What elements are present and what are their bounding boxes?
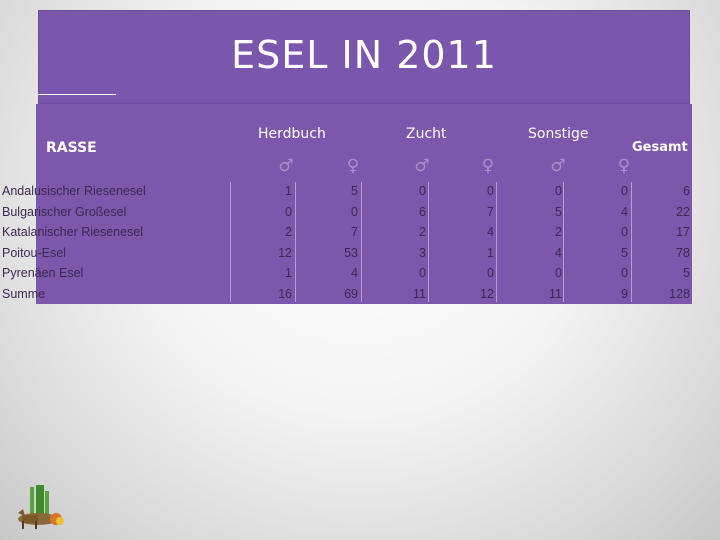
cell-herdbuch-female: 69 <box>344 287 358 301</box>
header-herdbuch: Herdbuch <box>258 126 326 142</box>
cell-zucht-female: 0 <box>487 184 494 198</box>
cell-zucht-female: 1 <box>487 246 494 260</box>
cell-zucht-female: 12 <box>480 287 494 301</box>
column-divider <box>496 182 497 302</box>
cell-sonstige-male: 11 <box>549 287 562 301</box>
header-rasse: RASSE <box>46 140 97 156</box>
donkey-logo-icon <box>10 485 68 531</box>
cell-zucht-male: 2 <box>419 225 426 239</box>
cell-zucht-female: 4 <box>487 225 494 239</box>
table-background: RASSE Herdbuch Zucht Sonstige Gesamt ♂ ♀… <box>36 104 692 304</box>
page-title: ESEL IN 2011 <box>231 33 497 77</box>
cell-zucht-female: 7 <box>487 205 494 219</box>
cell-zucht-female: 0 <box>487 266 494 280</box>
title-bar: ESEL IN 2011 <box>38 10 690 104</box>
row-label: Summe <box>2 287 46 301</box>
cell-gesamt: 78 <box>676 246 690 260</box>
cell-gesamt: 5 <box>683 266 690 280</box>
cell-sonstige-female: 4 <box>621 205 628 219</box>
cell-sonstige-female: 0 <box>621 266 628 280</box>
cell-herdbuch-female: 4 <box>351 266 358 280</box>
row-label: Andalusischer Riesenesel <box>2 184 146 198</box>
cell-herdbuch-male: 0 <box>285 205 292 219</box>
cell-sonstige-female: 9 <box>621 287 628 301</box>
column-divider <box>428 182 429 302</box>
cell-zucht-male: 0 <box>419 266 426 280</box>
cell-herdbuch-female: 53 <box>344 246 358 260</box>
column-divider <box>361 182 362 302</box>
cell-zucht-male: 6 <box>419 205 426 219</box>
column-divider <box>563 182 564 302</box>
cell-sonstige-male: 4 <box>555 246 562 260</box>
title-underline <box>38 94 116 95</box>
cell-sonstige-male: 5 <box>555 205 562 219</box>
cell-herdbuch-male: 12 <box>278 246 292 260</box>
header-gesamt: Gesamt <box>632 140 688 155</box>
cell-sonstige-male: 0 <box>555 266 562 280</box>
cell-herdbuch-male: 16 <box>278 287 292 301</box>
column-divider <box>631 182 632 302</box>
cell-sonstige-male: 2 <box>555 225 562 239</box>
cell-herdbuch-female: 5 <box>351 184 358 198</box>
male-icon: ♂ <box>550 156 566 176</box>
cell-gesamt: 6 <box>683 184 690 198</box>
cell-herdbuch-male: 2 <box>285 225 292 239</box>
cell-zucht-male: 11 <box>413 287 426 301</box>
cell-zucht-male: 0 <box>419 184 426 198</box>
row-label: Pyrenäen Esel <box>2 266 84 280</box>
cell-herdbuch-female: 7 <box>351 225 358 239</box>
cell-gesamt: 128 <box>669 287 690 301</box>
cell-herdbuch-male: 1 <box>285 266 292 280</box>
row-label: Poitou-Esel <box>2 246 66 260</box>
header-sonstige: Sonstige <box>528 126 589 142</box>
male-icon: ♂ <box>278 156 294 176</box>
cell-sonstige-female: 0 <box>621 184 628 198</box>
cell-sonstige-female: 5 <box>621 246 628 260</box>
cell-gesamt: 22 <box>676 205 690 219</box>
row-label: Bulgarischer Großesel <box>2 205 127 219</box>
column-divider <box>230 182 231 302</box>
cell-sonstige-male: 0 <box>555 184 562 198</box>
cell-herdbuch-female: 0 <box>351 205 358 219</box>
row-label: Katalanischer Riesenesel <box>2 225 144 239</box>
female-icon: ♀ <box>617 156 631 176</box>
cell-gesamt: 17 <box>676 225 690 239</box>
cell-zucht-male: 3 <box>419 246 426 260</box>
female-icon: ♀ <box>346 156 360 176</box>
column-divider <box>295 182 296 302</box>
cell-herdbuch-male: 1 <box>285 184 292 198</box>
male-icon: ♂ <box>414 156 430 176</box>
female-icon: ♀ <box>481 156 495 176</box>
header-zucht: Zucht <box>406 126 447 142</box>
cell-sonstige-female: 0 <box>621 225 628 239</box>
